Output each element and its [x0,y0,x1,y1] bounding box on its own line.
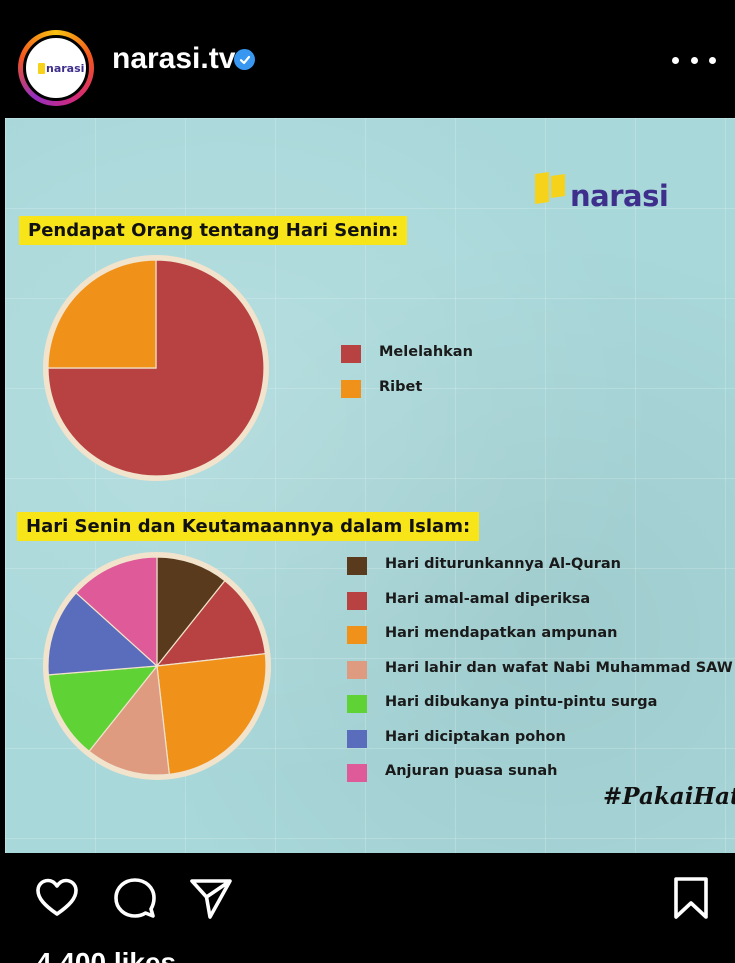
hashtag: #PakaiHati [603,783,735,810]
brand-mark-icon [535,172,549,204]
pie-slice [47,592,159,676]
chart-2-title: Hari Senin dan Keutamaannya dalam Islam: [17,512,480,541]
bookmark-icon[interactable] [668,875,714,921]
legend-label: Hari diturunkannya Al-Quran [385,556,621,572]
pie-chart-virtues [43,552,271,780]
more-options-icon[interactable] [672,52,716,68]
legend-swatch [347,660,367,679]
avatar[interactable]: narasi [18,30,94,106]
legend-label: Hari mendapatkan ampunan [385,625,618,641]
post-action-bar: 4,400 likes [0,853,735,963]
brand-logo: narasi [532,172,677,219]
legend-label: Ribet [379,379,423,395]
legend-swatch [341,380,361,398]
legend-swatch [347,626,367,644]
send-icon[interactable] [188,875,234,921]
legend-label: Hari lahir dan wafat Nabi Muhammad SAW [385,659,733,676]
legend-swatch [347,695,367,713]
pie-slice [156,653,267,775]
brand-name: narasi [570,179,669,213]
pie-slice [47,259,157,369]
likes-count[interactable]: 4,400 likes [36,947,177,963]
verified-check-icon [234,49,255,70]
legend-swatch [347,729,367,748]
legend-swatch [347,591,367,610]
legend-label: Hari dibukanya pintu-pintu surga [385,694,658,710]
pie-slice [88,664,170,776]
legend-label: Melelahkan [379,344,473,360]
username-link[interactable]: narasi.tv [112,42,236,75]
legend-label: Hari amal-amal diperiksa [385,590,591,607]
heart-icon[interactable] [34,875,80,921]
post-image[interactable]: narasi Pendapat Orang tentang Hari Senin… [5,118,735,853]
legend-label: Anjuran puasa sunah [385,763,558,779]
pie-slice [47,665,159,753]
pie-slice [47,259,265,477]
narasi-logo-mark-icon [38,63,45,74]
legend-label: Hari diciptakan pohon [385,728,566,745]
pie-slice [75,556,158,668]
legend-swatch [347,557,367,575]
post-header: narasi narasi.tv [0,0,735,118]
pie-slice [156,556,226,668]
avatar-logo-text: narasi [46,62,85,75]
chart-1-title: Pendapat Orang tentang Hari Senin: [19,216,408,245]
comment-icon[interactable] [112,875,158,921]
legend-swatch [341,345,361,363]
avatar-image: narasi [23,35,89,101]
pie-slice [155,579,266,667]
pie-chart-opinions [43,255,269,481]
legend-swatch [347,764,367,782]
